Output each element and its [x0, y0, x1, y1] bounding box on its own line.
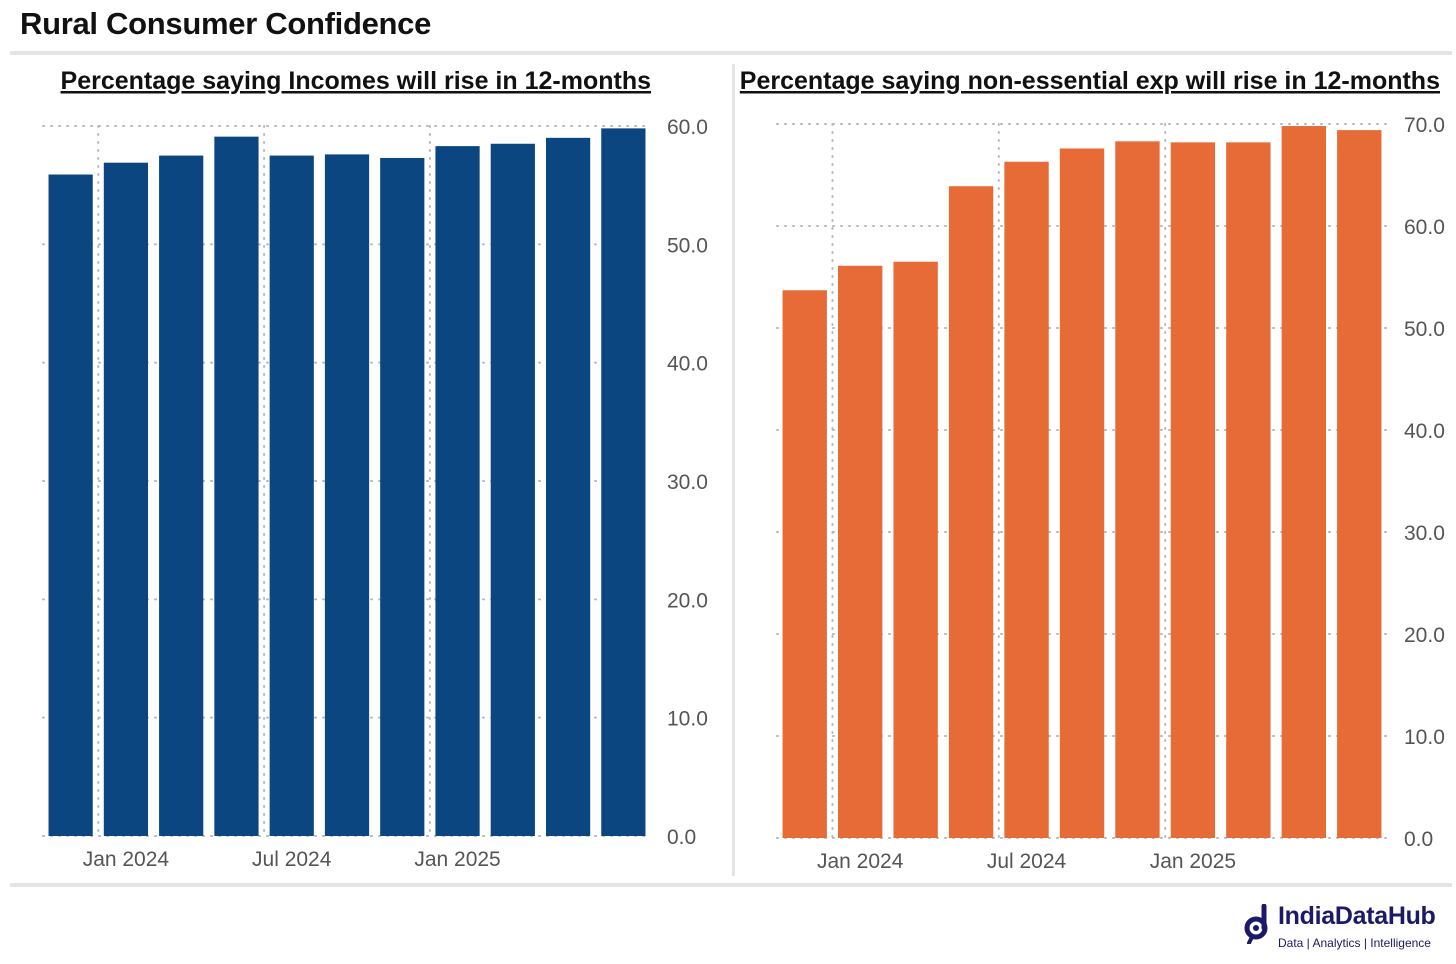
- spend-bar: [782, 290, 827, 838]
- spend-x-tick-label: Jan 2024: [817, 850, 904, 873]
- income-bar: [435, 146, 480, 836]
- spend-x-tick-label: Jan 2025: [1150, 850, 1236, 873]
- income-x-tick-label: Jan 2024: [83, 848, 170, 871]
- spend-bar: [838, 265, 883, 838]
- income-bar: [214, 136, 259, 836]
- income-x-tick-label: Jan 2025: [414, 848, 500, 871]
- spend-bar: [948, 186, 994, 839]
- spend-chart-title: Percentage saying non-essential exp will…: [740, 67, 1440, 95]
- spend-bar: [1281, 126, 1326, 839]
- income-y-tick-label: 30.0: [667, 471, 708, 494]
- income-chart-title: Percentage saying Incomes will rise in 1…: [61, 67, 651, 95]
- spend-y-tick-label: 60.0: [1404, 216, 1445, 239]
- spend-bar: [893, 261, 938, 838]
- spend-bar: [1115, 141, 1160, 839]
- income-bar: [103, 162, 149, 836]
- panel-divider: [732, 64, 735, 876]
- income-bar: [324, 154, 370, 836]
- page-title: Rural Consumer Confidence: [20, 6, 432, 41]
- spend-x-tick-label: Jul 2024: [987, 850, 1067, 873]
- income-bar: [380, 157, 425, 836]
- income-bar: [159, 155, 204, 837]
- spend-bar: [1337, 130, 1382, 838]
- spend-y-tick-label: 0.0: [1404, 828, 1433, 851]
- spend-bar: [1226, 142, 1271, 839]
- brand-logo-icon: [1244, 904, 1268, 944]
- income-y-tick-label: 40.0: [667, 353, 708, 376]
- income-bar: [601, 128, 646, 836]
- income-y-tick-label: 60.0: [667, 116, 708, 139]
- spend-y-tick-label: 40.0: [1404, 420, 1445, 443]
- spend-y-tick-label: 20.0: [1404, 624, 1445, 647]
- spend-y-tick-label: 50.0: [1404, 318, 1445, 341]
- income-bar: [490, 143, 535, 836]
- income-bar: [545, 137, 591, 837]
- spend-bar: [1170, 142, 1216, 839]
- spend-bar: [1059, 148, 1105, 839]
- income-y-tick-label: 10.0: [667, 708, 708, 731]
- spend-bar: [1004, 161, 1049, 839]
- income-y-tick-label: 50.0: [667, 234, 708, 257]
- income-bar: [48, 174, 93, 836]
- income-y-tick-label: 20.0: [667, 589, 708, 612]
- spend-y-tick-label: 70.0: [1404, 114, 1445, 137]
- brand-logo: IndiaDataHub Data | Analytics | Intellig…: [1244, 900, 1454, 956]
- spend-y-tick-label: 30.0: [1404, 522, 1445, 545]
- header-divider: [10, 51, 1452, 55]
- income-bar: [269, 155, 314, 837]
- income-y-tick-label: 0.0: [667, 826, 696, 849]
- income-x-tick-label: Jul 2024: [252, 848, 332, 871]
- footer-divider: [10, 883, 1452, 887]
- brand-tagline: Data | Analytics | Intelligence: [1278, 936, 1431, 950]
- brand-name: IndiaDataHub: [1278, 902, 1436, 930]
- spend-y-tick-label: 10.0: [1404, 726, 1445, 749]
